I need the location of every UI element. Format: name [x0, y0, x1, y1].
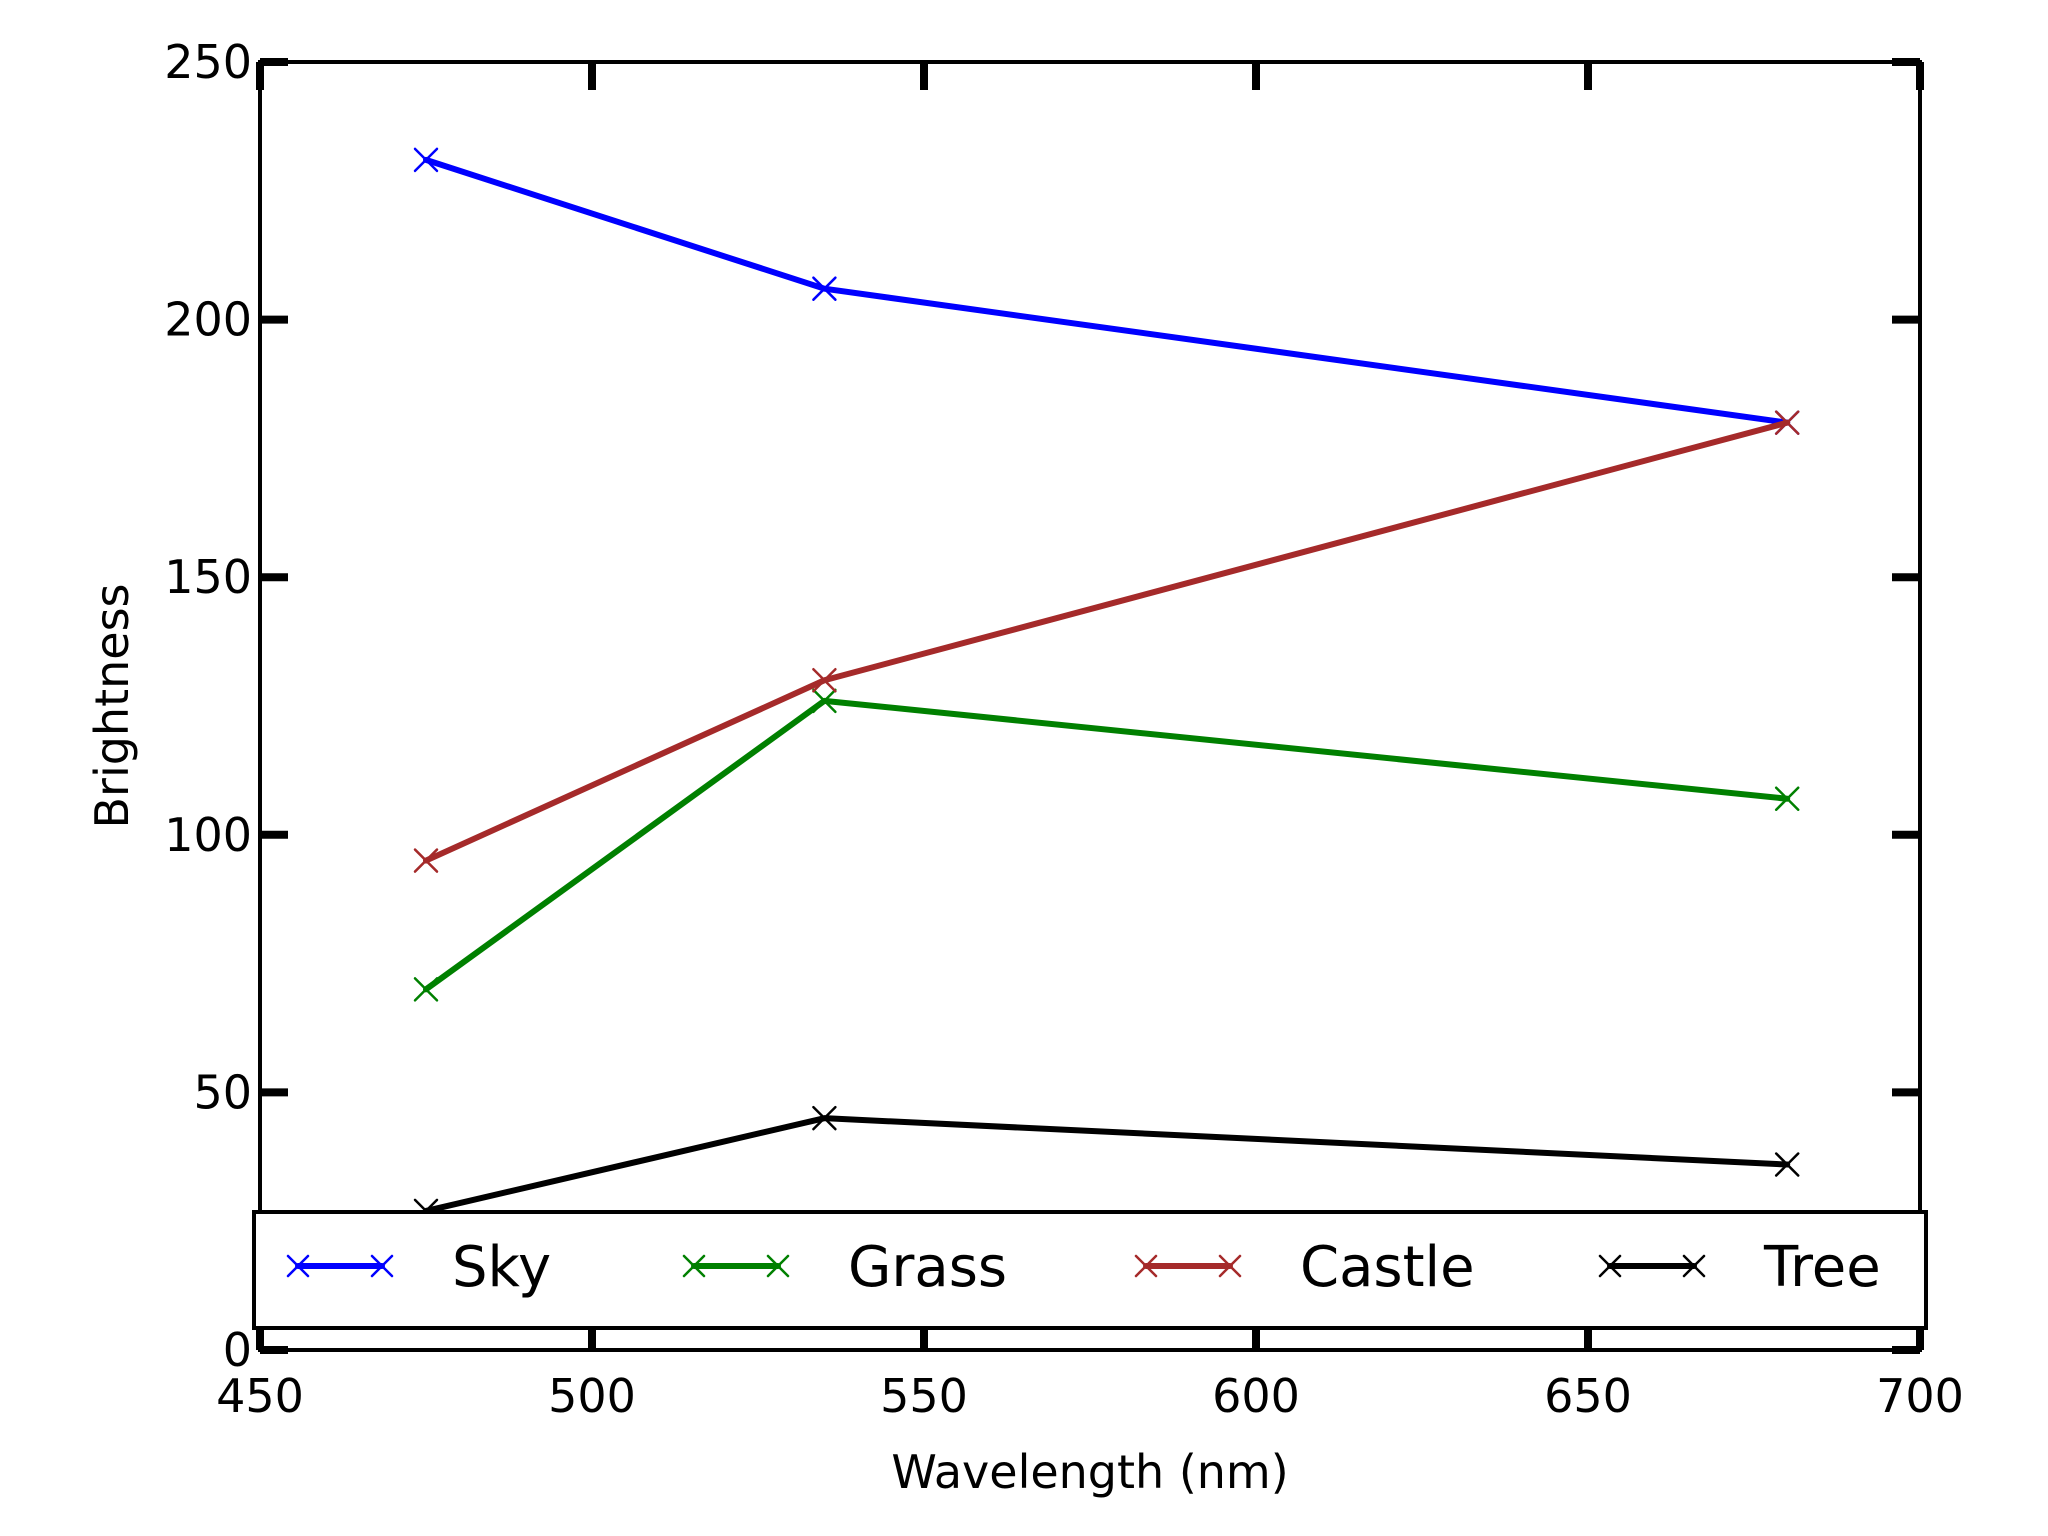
data-point-sky: [812, 276, 837, 301]
data-point-grass: [413, 977, 439, 1002]
x-tick-label: 600: [1212, 1369, 1300, 1423]
series-castle: [413, 410, 1800, 873]
plot-frame: [258, 60, 1922, 1352]
data-point-tree: [812, 1105, 837, 1131]
legend-label: Tree: [1763, 1235, 1881, 1300]
data-point-sky: [413, 147, 439, 173]
data-point-castle: [1774, 410, 1800, 435]
legend-label: Castle: [1300, 1235, 1475, 1300]
x-tick-label: 500: [548, 1369, 636, 1423]
legend-marker: [1682, 1254, 1706, 1278]
legend-item-sky: Sky: [286, 1235, 551, 1300]
series-grass: [413, 688, 1800, 1002]
legend-marker: [286, 1254, 310, 1278]
legend: Sky Grass Castle Tree: [252, 1210, 1928, 1330]
data-point-castle: [812, 667, 837, 693]
y-tick-label: 150: [164, 550, 252, 604]
legend-box: [252, 1210, 1928, 1330]
legend-marker: [370, 1254, 394, 1278]
legend-marker: [1598, 1254, 1622, 1278]
y-tick-label: 100: [164, 808, 252, 862]
x-tick-label: 550: [880, 1369, 968, 1423]
y-tick-label: 200: [164, 293, 252, 347]
y-axis-label: Brightness: [85, 583, 139, 828]
x-tick-label: 450: [216, 1369, 304, 1423]
legend-item-tree: Tree: [1598, 1235, 1881, 1300]
x-tick-label: 700: [1876, 1369, 1964, 1423]
legend-marker: [1218, 1254, 1242, 1278]
series-layer: [413, 147, 1800, 1224]
data-point-tree: [1774, 1152, 1800, 1177]
data-point-grass: [812, 688, 837, 714]
x-tick-label: 650: [1544, 1369, 1632, 1423]
legend-label: Grass: [848, 1235, 1007, 1300]
legend-marker: [682, 1254, 706, 1278]
tick-layer: 450 500 550 600 650 700 0 50 100 150 200 250: [164, 35, 1964, 1423]
legend-item-castle: Castle: [1134, 1235, 1475, 1300]
legend-marker: [766, 1254, 790, 1278]
data-point-castle: [413, 848, 439, 873]
y-tick-label: 250: [164, 35, 252, 89]
legend-item-grass: Grass: [682, 1235, 1007, 1300]
data-point-grass: [1774, 786, 1800, 811]
y-tick-label: 0: [223, 1323, 252, 1377]
y-tick-label: 50: [193, 1065, 252, 1119]
legend-label: Sky: [452, 1235, 551, 1300]
x-axis-label: Wavelength (nm): [891, 1445, 1288, 1499]
legend-marker: [1134, 1254, 1158, 1278]
